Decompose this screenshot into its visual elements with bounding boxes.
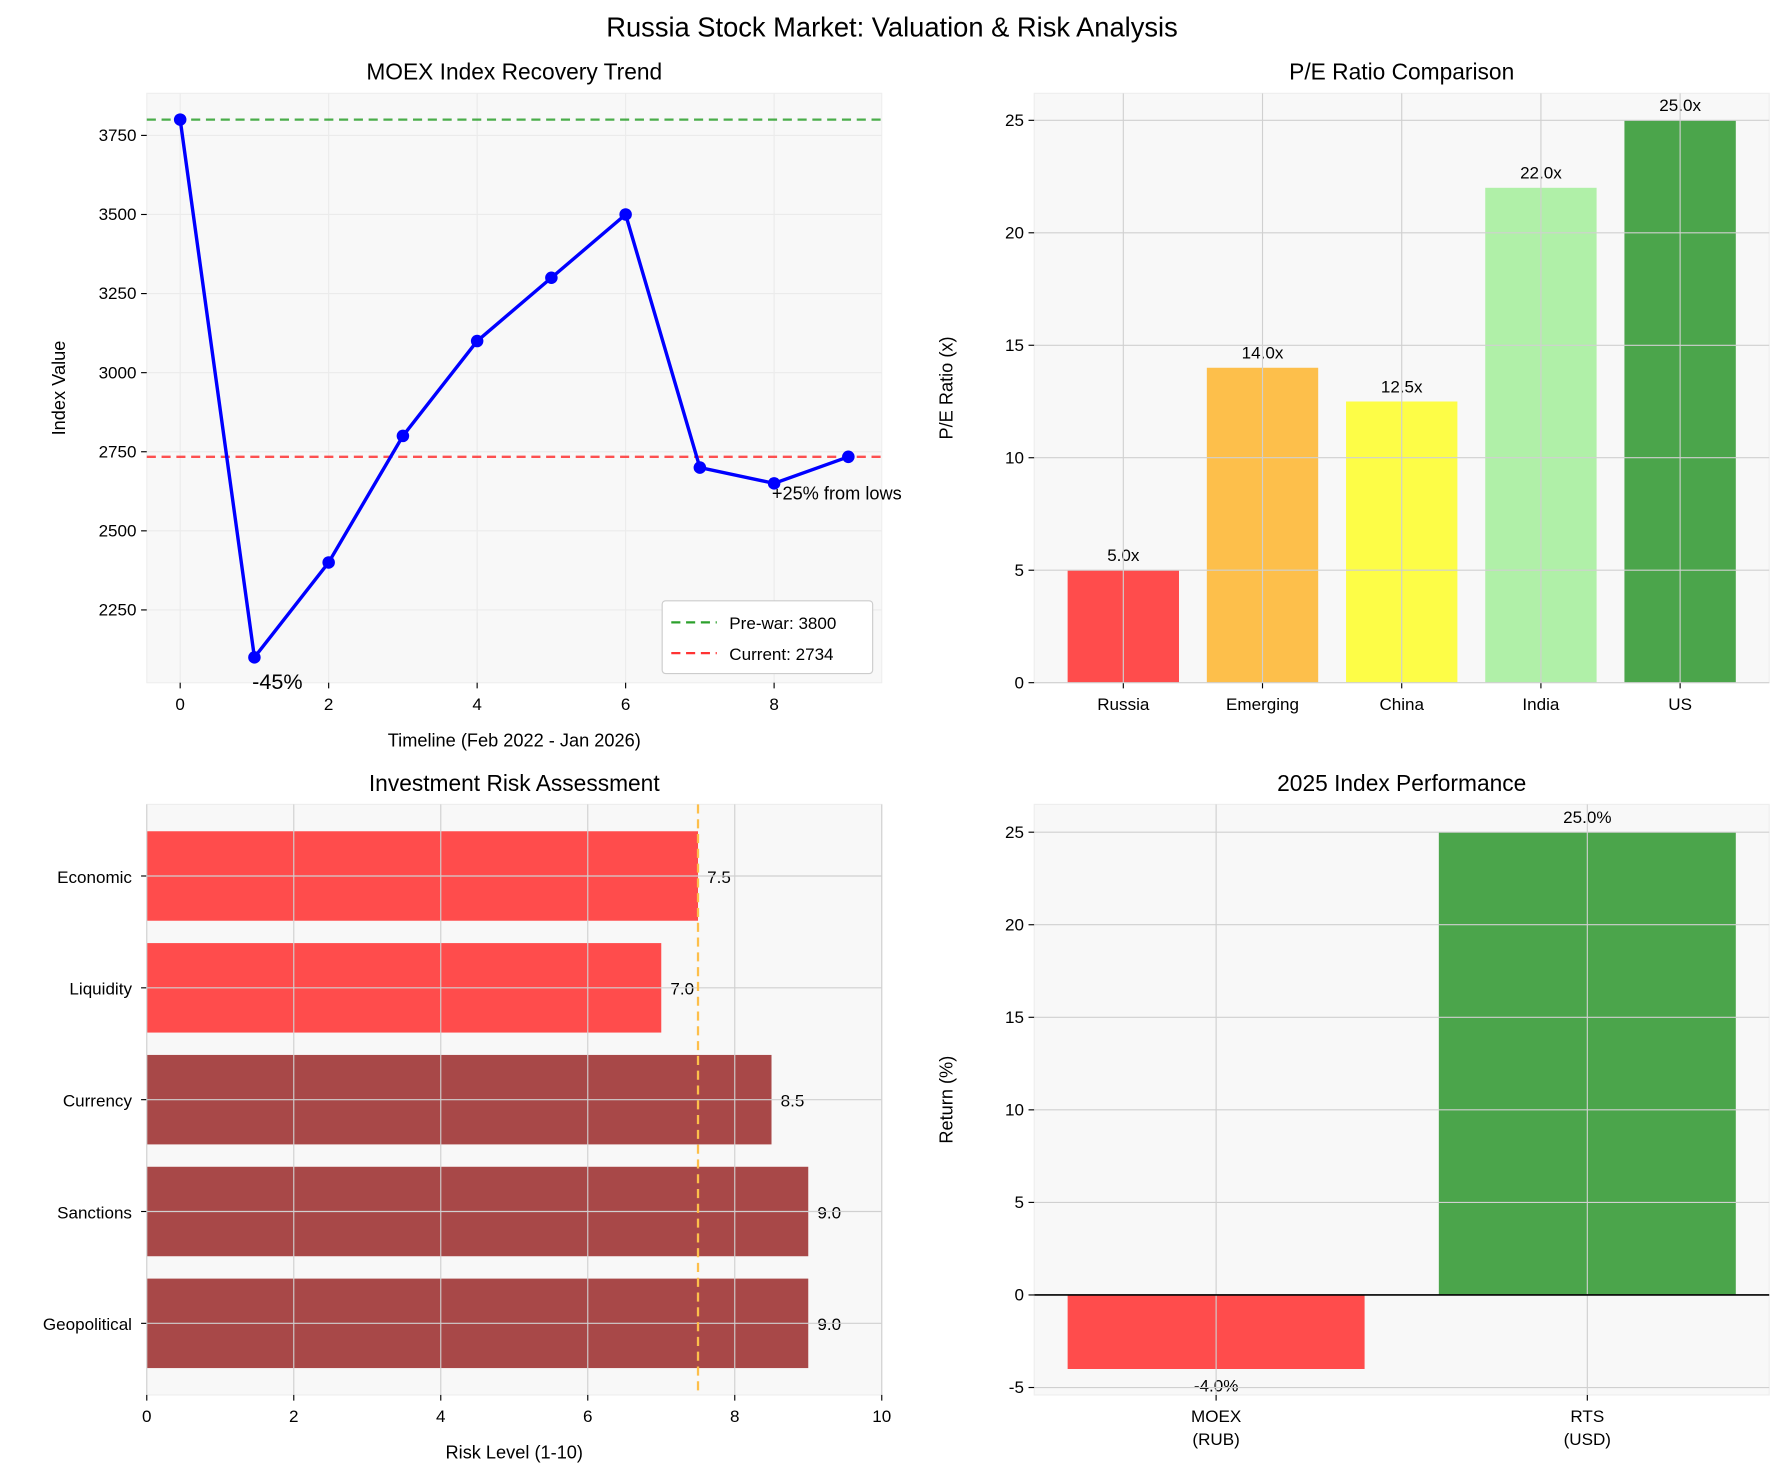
chart-title: 2025 Index Performance xyxy=(1277,770,1526,796)
y-tick-label: 10 xyxy=(1005,448,1024,467)
y-tick-label: Liquidity xyxy=(69,980,132,999)
y-tick-label: 3000 xyxy=(99,363,137,382)
data-label: 9.0 xyxy=(817,1315,841,1334)
chart-title: P/E Ratio Comparison xyxy=(1289,59,1514,85)
pe-ratio-chart: P/E Ratio Comparison P/E Ratio (x) 0 5 10 15 2… xyxy=(936,59,1770,714)
y-tick-label: Geopolitical xyxy=(43,1315,132,1334)
x-tick-label: 2 xyxy=(324,695,333,714)
x-tick-label: 2 xyxy=(289,1407,298,1426)
y-tick-label: 15 xyxy=(1005,336,1024,355)
x-tick-label: MOEX xyxy=(1191,1407,1242,1426)
data-point xyxy=(322,556,335,569)
plot-area xyxy=(146,92,883,684)
y-tick-label: 5 xyxy=(1014,1193,1023,1212)
x-tick-label: (RUB) xyxy=(1192,1430,1239,1449)
y-tick-label: Currency xyxy=(63,1091,133,1110)
data-label: 9.0 xyxy=(817,1203,841,1222)
data-point xyxy=(619,208,632,221)
annotation: -45% xyxy=(252,669,302,694)
y-tick-label: 10 xyxy=(1005,1101,1024,1120)
x-tick-label: Emerging xyxy=(1226,695,1299,714)
data-label: 7.0 xyxy=(670,980,694,999)
x-tick-label: Russia xyxy=(1097,695,1150,714)
y-tick-label: 25 xyxy=(1005,823,1024,842)
y-tick-label: 25 xyxy=(1005,111,1024,130)
y-tick-label: Economic xyxy=(57,868,132,887)
x-axis-label: Risk Level (1-10) xyxy=(446,1443,583,1463)
legend-label: Current: 2734 xyxy=(729,645,833,664)
x-axis-label: Timeline (Feb 2022 - Jan 2026) xyxy=(388,730,641,750)
x-tick-label: 0 xyxy=(175,695,184,714)
annotation: +25% from lows xyxy=(772,483,902,503)
series-line xyxy=(178,119,849,662)
legend-label: Pre-war: 3800 xyxy=(729,614,836,633)
data-point xyxy=(173,113,187,126)
x-tick-label: 4 xyxy=(472,695,481,714)
y-tick-label: 3250 xyxy=(99,284,137,303)
y-axis-label: P/E Ratio (x) xyxy=(936,336,956,439)
y-tick-label: 5 xyxy=(1014,561,1023,580)
y-axis-label: Index Value xyxy=(49,341,69,436)
y-tick-label: 20 xyxy=(1005,915,1024,934)
data-point xyxy=(396,429,410,443)
y-tick-label: 2750 xyxy=(99,442,137,461)
y-tick-label: 0 xyxy=(1014,1286,1023,1305)
data-label: 8.5 xyxy=(781,1091,805,1110)
y-tick-label: 20 xyxy=(1005,223,1024,242)
x-tick-label: 6 xyxy=(583,1407,592,1426)
x-tick-label: 8 xyxy=(769,695,778,714)
x-tick-label: RTS xyxy=(1570,1407,1604,1426)
x-tick-label: China xyxy=(1379,695,1424,714)
y-tick-label: 15 xyxy=(1005,1008,1024,1027)
legend-box xyxy=(661,600,874,675)
data-point xyxy=(470,334,484,348)
x-tick-label: 0 xyxy=(142,1407,151,1426)
y-tick-label: 0 xyxy=(1014,673,1023,692)
y-tick-label: 3500 xyxy=(99,205,137,224)
y-tick-label: Sanctions xyxy=(57,1203,132,1222)
y-tick-label: 2500 xyxy=(99,522,137,541)
x-tick-label: 4 xyxy=(436,1407,445,1426)
x-tick-label: 8 xyxy=(730,1407,739,1426)
index-performance-chart: 2025 Index Performance Return (%) -5 0 5 10 15… xyxy=(936,770,1770,1449)
figure-title: Russia Stock Market: Valuation & Risk An… xyxy=(606,11,1177,42)
y-tick-label: -5 xyxy=(1009,1378,1024,1397)
x-tick-label: US xyxy=(1668,695,1692,714)
y-axis-label: Return (%) xyxy=(936,1056,956,1144)
x-tick-label: (USD) xyxy=(1564,1430,1611,1449)
data-point xyxy=(545,271,558,285)
legend: Pre-war: 3800 Current: 2734 xyxy=(661,600,874,675)
chart-title: Investment Risk Assessment xyxy=(369,770,660,796)
x-tick-label: 6 xyxy=(621,695,630,714)
data-point xyxy=(693,461,707,474)
data-label: 7.5 xyxy=(707,868,731,887)
chart-title: MOEX Index Recovery Trend xyxy=(366,59,662,85)
x-tick-label: 10 xyxy=(872,1407,891,1426)
y-tick-label: 3750 xyxy=(99,126,137,145)
risk-assessment-chart: Investment Risk Assessment Risk Level (1-… xyxy=(43,770,891,1463)
data-point xyxy=(767,477,781,490)
data-point xyxy=(248,651,261,664)
moex-line-chart: MOEX Index Recovery Trend Timeline (Feb 2… xyxy=(49,59,902,751)
y-tick-label: 2250 xyxy=(99,601,137,620)
x-tick-label: India xyxy=(1522,695,1559,714)
data-point xyxy=(842,450,855,464)
